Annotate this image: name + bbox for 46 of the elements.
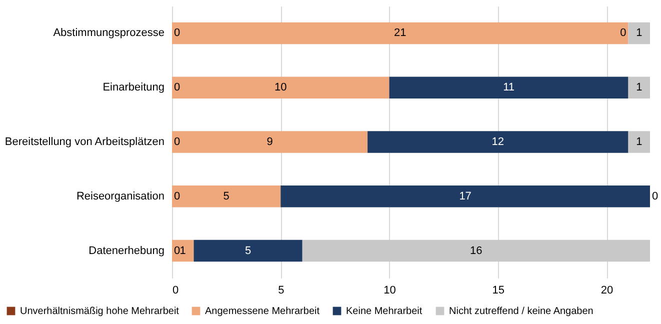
y-tick-label: Einarbeitung: [102, 82, 164, 94]
bar: [172, 186, 281, 208]
data-label: 17: [459, 190, 472, 202]
data-label: 1: [636, 136, 642, 148]
data-label: 11: [503, 82, 514, 94]
y-tick-label: Datenerhebung: [88, 244, 164, 257]
annotation: 0: [174, 244, 180, 257]
data-label: 1: [180, 244, 186, 257]
annotation: 0: [174, 82, 180, 94]
annotation: 0: [174, 136, 180, 148]
legend-label: Angemessene Mehrarbeit: [205, 306, 320, 317]
bar: [628, 22, 650, 44]
x-tick-label: 5: [278, 284, 284, 296]
bar: [172, 22, 628, 44]
annotation: 0: [174, 190, 180, 202]
data-label: 12: [492, 136, 504, 148]
data-label: 16: [470, 244, 482, 257]
legend-label: Nicht zutreffend / keine Angaben: [449, 306, 594, 317]
data-label: 21: [394, 27, 406, 40]
bar: [172, 131, 368, 153]
x-tick-label: 15: [492, 284, 505, 296]
bar: [389, 76, 628, 98]
legend-label: Keine Mehrarbeit: [346, 306, 422, 317]
bar: [194, 240, 302, 262]
data-label: 1: [636, 82, 642, 94]
x-tick-label: 20: [600, 284, 614, 296]
annotation: 0: [620, 27, 626, 40]
bar: [628, 131, 650, 153]
data-label: 9: [266, 136, 273, 148]
x-tick-label: 0: [172, 284, 179, 296]
data-label: 10: [274, 82, 287, 94]
y-tick-label: Bereitstellung von Arbeitsplätzen: [4, 136, 164, 148]
data-label: 5: [223, 190, 230, 202]
annotation: 0: [652, 190, 658, 202]
data-label: 1: [636, 27, 642, 40]
x-tick-label: 10: [384, 284, 396, 296]
legend-label: Unverhältnismäßig hohe Mehrarbeit: [20, 306, 180, 317]
y-tick-label: Reiseorganisation: [76, 190, 164, 202]
y-tick-label: Abstimmungsprozesse: [53, 27, 164, 40]
bar: [628, 76, 650, 98]
annotation: 0: [174, 27, 180, 40]
bar: [368, 131, 628, 153]
bar: [302, 240, 650, 262]
data-label: 5: [244, 244, 252, 257]
bar: [280, 186, 650, 208]
bar: [172, 76, 390, 98]
